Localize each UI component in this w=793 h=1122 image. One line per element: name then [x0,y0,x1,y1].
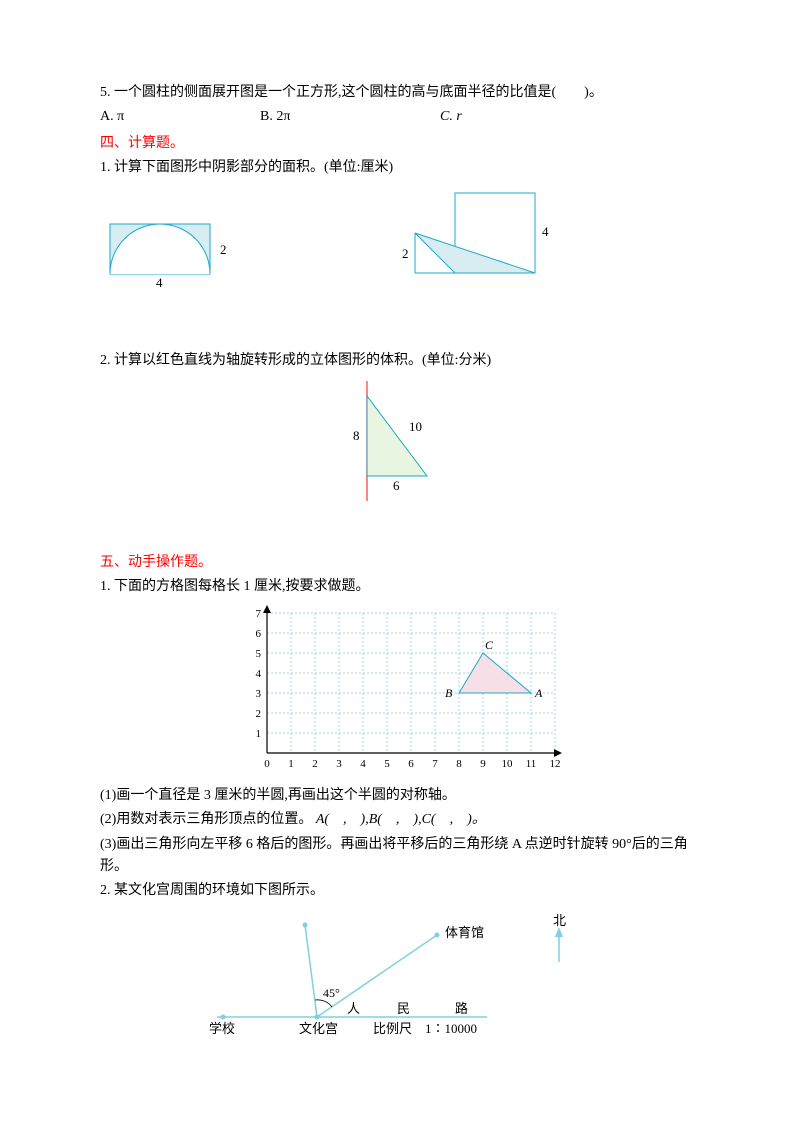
s5-q1: 1. 下面的方格图每格长 1 厘米,按要求做题。 [100,576,693,598]
svg-text:4: 4 [360,758,366,770]
svg-text:11: 11 [525,758,536,770]
section4-header: 四、计算题。 [100,133,693,155]
map-school: 学校 [209,1021,235,1036]
svg-text:0: 0 [264,758,270,770]
s5-sub3: (3)画出三角形向左平移 6 格后的图形。再画出将平移后的三角形绕 A 点逆时针… [100,834,693,879]
label-B: B [445,686,453,700]
triangle-shape [367,396,427,476]
q5-options: A. π B. 2π C. r [100,106,693,128]
svg-text:2: 2 [255,708,261,720]
map-palace: 文化宫 [299,1021,338,1036]
s5-sub1: (1)画一个直径是 3 厘米的半圆,再画出这个半圆的对称轴。 [100,785,693,807]
s5-sub2-coords: A( , ),B( , ),C( , )。 [316,812,486,827]
fig1-w-label: 4 [156,275,163,288]
grid-figure: 123 4567 012 345 678 9101112 B C A [100,603,693,783]
svg-text:4: 4 [255,668,261,680]
fig1-h-label: 2 [220,242,227,257]
svg-text:3: 3 [255,688,261,700]
section5-header: 五、动手操作题。 [100,552,693,574]
fig1b-4-label: 4 [542,224,549,239]
svg-text:1: 1 [288,758,294,770]
map-min: 民 [397,1001,410,1016]
svg-text:7: 7 [255,608,261,620]
map-north: 北 [553,913,566,928]
map-gym: 体育馆 [445,925,484,940]
q5-opt-a[interactable]: A. π [100,106,260,128]
s5-q2: 2. 某文化宫周围的环境如下图所示。 [100,880,693,902]
svg-text:10: 10 [501,758,513,770]
svg-text:7: 7 [432,758,438,770]
s4-fig2: 8 10 6 [100,376,693,506]
q5-text: 5. 一个圆柱的侧面展开图是一个正方形,这个圆柱的高与底面半径的比值是( )。 [100,82,693,104]
spacer [100,288,693,348]
svg-text:8: 8 [456,758,462,770]
svg-text:9: 9 [480,758,486,770]
svg-text:3: 3 [336,758,342,770]
fig2-hyp: 10 [409,419,422,434]
fig2-h: 8 [353,428,360,443]
svg-text:1: 1 [255,728,261,740]
fig2-base: 6 [393,478,400,493]
svg-text:12: 12 [549,758,560,770]
q5-opt-b[interactable]: B. 2π [260,106,440,128]
label-C: C [485,638,494,652]
map-lu: 路 [455,1001,468,1016]
svg-text:6: 6 [255,628,261,640]
s5-sub2-prefix: (2)用数对表示三角形顶点的位置。 [100,812,312,827]
label-A: A [534,686,543,700]
q5-opt-c[interactable]: C. r [440,106,560,128]
map-ren: 人 [347,1001,360,1016]
map-angle: 45° [323,986,340,1000]
spacer [100,508,693,548]
fig-rect-semicircle: 2 4 [100,210,240,288]
s4-fig1-row: 2 4 2 4 [100,188,693,288]
s5-sub2: (2)用数对表示三角形顶点的位置。 A( , ),B( , ),C( , )。 [100,809,693,831]
s4-q2: 2. 计算以红色直线为轴旋转形成的立体图形的体积。(单位:分米) [100,350,693,372]
svg-text:5: 5 [255,648,261,660]
map-scale: 比例尺 1∶10000 [373,1021,477,1036]
svg-text:6: 6 [408,758,414,770]
map-figure: 体育馆 北 45° 人 民 路 学校 文化宫 比例尺 1∶10000 [100,907,693,1057]
svg-text:5: 5 [384,758,390,770]
fig-square-triangle: 2 4 [390,188,570,288]
s4-q1: 1. 计算下面图形中阴影部分的面积。(单位:厘米) [100,157,693,179]
svg-text:2: 2 [312,758,318,770]
fig1b-2-label: 2 [402,246,409,261]
